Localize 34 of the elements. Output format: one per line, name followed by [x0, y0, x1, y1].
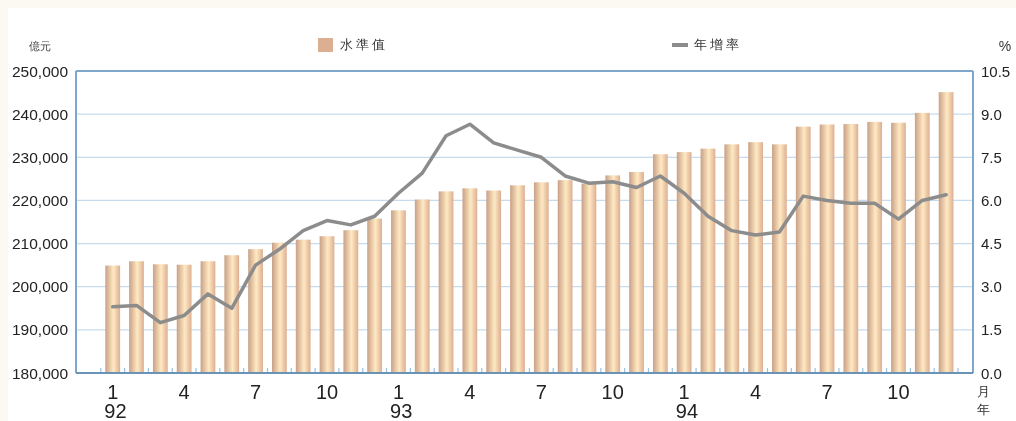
x-tick-label: 10 — [601, 381, 624, 403]
x-tick-label: 7 — [535, 381, 547, 403]
y2-tick-label: 9.0 — [981, 105, 1002, 123]
y2-tick-label: 1.5 — [981, 321, 1002, 339]
y2-tick-label: 7.5 — [981, 148, 1002, 166]
y-tick-label: 180,000 — [11, 364, 69, 382]
x-tick-label: 7 — [821, 381, 833, 403]
y2-tick-label: 10.5 — [981, 62, 1011, 80]
y-tick-label: 190,000 — [11, 321, 69, 339]
y-tick-label: 250,000 — [11, 62, 69, 80]
y-tick-label: 210,000 — [11, 235, 69, 253]
x-tick-label: 1 94 — [675, 381, 699, 421]
line-series — [110, 122, 948, 325]
x-tick-label: 7 — [250, 381, 262, 403]
legend-label: 水準值 — [340, 38, 388, 52]
y2-tick-label: 3.0 — [981, 278, 1002, 296]
y-tick-label: 200,000 — [11, 278, 69, 296]
y2-axis-title: % — [998, 38, 1012, 54]
y2-tick-label: 4.5 — [981, 235, 1002, 253]
x-tick-label: 1 93 — [390, 381, 413, 421]
x-tick-label: 4 — [178, 381, 190, 403]
y-axis-title: 億元 — [29, 40, 51, 52]
x-tick-label: 10 — [315, 381, 339, 403]
x-tick-label: 1 92 — [104, 381, 127, 421]
legend-label: 年增率 — [694, 37, 742, 52]
y-tick-label: 230,000 — [11, 148, 69, 166]
x-tick-label: 10 — [887, 381, 910, 403]
y-tick-label: 240,000 — [11, 105, 69, 123]
x-tick-label: 4 — [464, 381, 476, 403]
x-axis-title: 月年 — [976, 384, 990, 417]
x-tick-label: 4 — [750, 381, 762, 403]
y2-tick-label: 6.0 — [981, 191, 1002, 209]
y2-tick-label: 0.0 — [981, 364, 1002, 382]
y-tick-label: 220,000 — [11, 191, 69, 209]
